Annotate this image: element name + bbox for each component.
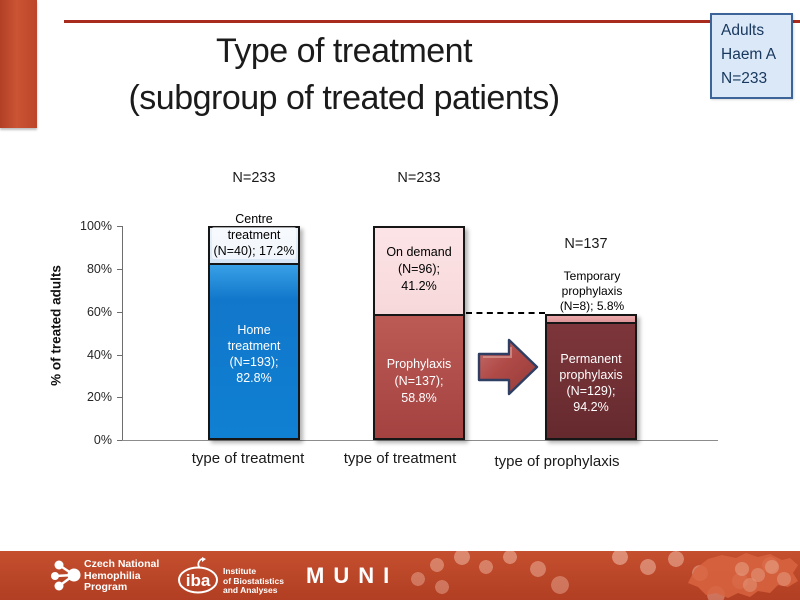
home-label-line: 82.8% [236,371,272,385]
home-treatment-label: Home treatment (N=193); 82.8% [208,322,300,386]
y-axis-line [122,226,123,441]
segment-temporary-prophylaxis [547,316,635,324]
y-tick-100: 100% [80,219,112,233]
centre-label-box: treatment (N=40); 17.2% [211,227,297,259]
y-tick-80: 80% [86,262,112,276]
y-tick-40: 40% [86,348,112,362]
muni-logo: MUNI [306,563,399,588]
temporary-prophylaxis-label: Temporary prophylaxis (N=8); 5.8% [540,269,644,314]
centre-label-line: Centre [235,212,273,226]
n-label-bar2: N=233 [397,170,441,186]
chnp-line: Program [84,581,128,593]
top-rule-line [64,20,800,23]
prophylaxis-label-line: 58.8% [401,391,437,405]
y-tick-20: 20% [86,390,112,404]
permanent-label-line: prophylaxis [559,368,623,382]
iba-logo-icon: iba [178,557,218,594]
temporary-label-line: prophylaxis [561,284,623,298]
permanent-label-line: Permanent [560,352,622,366]
segment-on-demand [375,228,463,316]
permanent-label-line: (N=129); [566,384,616,398]
centre-label-line: treatment [227,228,281,242]
iba-logo-text: Institute of Biostatistics and Analyses [223,566,284,596]
tick-mark [117,226,122,227]
centre-label-line: (N=40); 17.2% [213,244,295,258]
y-tick-0: 0% [93,433,112,447]
on-demand-label-line: 41.2% [401,279,437,293]
chnp-line: Czech National [84,558,160,570]
iba-line: and Analyses [223,585,278,595]
x-axis-line [122,440,718,441]
y-tick-60: 60% [86,305,112,319]
segment-permanent-prophylaxis [547,324,635,438]
bar-type-of-treatment-2 [373,226,465,440]
iba-line: Institute [223,566,257,576]
on-demand-label-line: (N=96); [397,262,441,276]
on-demand-label: On demand (N=96); 41.2% [373,244,465,295]
x-label-bar3: type of prophylaxis [494,453,620,470]
dashed-connector-line [466,312,545,314]
badge-line-2: Haem A [721,46,777,63]
on-demand-label-line: On demand [386,245,452,259]
permanent-prophylaxis-label: Permanent prophylaxis (N=129); 94.2% [545,351,637,415]
right-arrow-icon [477,338,539,396]
home-label-line: Home [237,323,271,337]
tick-mark [117,397,122,398]
bar-type-of-prophylaxis [545,314,637,440]
prophylaxis-label-line: (N=137); [394,374,444,388]
title-line-1: Type of treatment [215,32,473,70]
badge-line-3: N=233 [721,70,768,87]
iba-line: of Biostatistics [223,575,284,586]
home-label-line: (N=193); [229,355,279,369]
prophylaxis-label: Prophylaxis (N=137); 58.8% [373,356,465,407]
chnp-molecule-icon [51,560,81,591]
title-line-2: (subgroup of treated patients) [128,79,560,117]
chnp-logo-text: Czech National Hemophilia Program [84,558,160,594]
temporary-label-line: Temporary [563,269,621,283]
x-label-bar1: type of treatment [191,450,305,467]
n-label-bar3: N=137 [564,236,608,252]
tick-mark [117,269,122,270]
left-accent-bar [0,0,37,128]
x-label-bar2: type of treatment [343,450,457,467]
chnp-line: Hemophilia [84,569,141,582]
temporary-label-line: (N=8); 5.8% [559,299,625,313]
footer-band [0,551,800,600]
badge-line-1: Adults [721,22,765,39]
prophylaxis-label-line: Prophylaxis [386,357,452,371]
home-label-line: treatment [227,339,281,353]
tick-mark [117,312,122,313]
segment-prophylaxis [375,316,463,438]
permanent-label-line: 94.2% [573,400,609,414]
population-badge: Adults Haem A N=233 [710,13,793,99]
tick-mark [117,355,122,356]
page-title: Type of treatment (subgroup of treated p… [44,28,644,122]
segment-home-treatment [210,265,298,438]
tick-mark [117,440,122,441]
centre-treatment-label: Centre treatment (N=40); 17.2% [208,211,300,259]
n-label-bar1: N=233 [232,170,276,186]
czech-map-silhouette [688,553,798,598]
iba-acronym: iba [186,571,211,590]
